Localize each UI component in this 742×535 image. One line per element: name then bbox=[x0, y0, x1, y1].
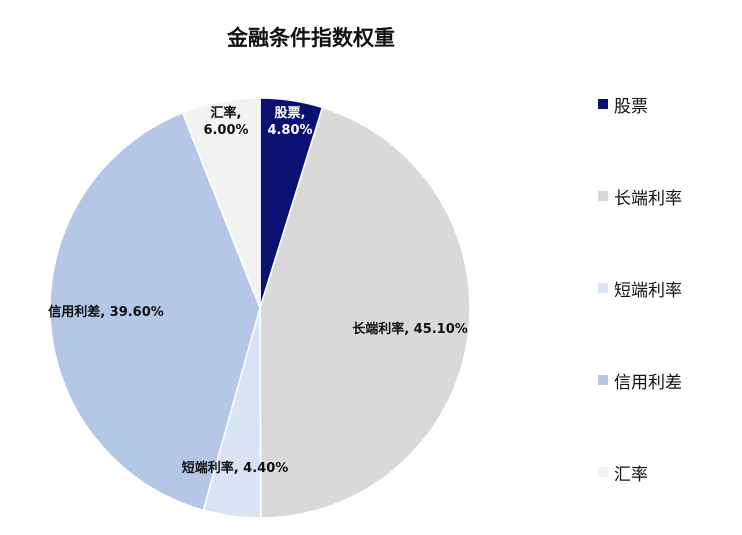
legend-label-fx: 汇率 bbox=[614, 464, 648, 485]
legend-swatch-long-rate bbox=[598, 191, 608, 201]
legend-item-fx: 汇率 bbox=[598, 460, 738, 485]
legend-swatch-fx bbox=[598, 467, 608, 477]
legend-label-credit-spread: 信用利差 bbox=[614, 372, 682, 393]
data-label-stocks: 股票, 4.80% bbox=[267, 105, 312, 138]
data-label-short-rate: 短端利率, 4.40% bbox=[182, 460, 289, 476]
data-label-credit-spread: 信用利差, 39.60% bbox=[48, 304, 164, 320]
legend-label-long-rate: 长端利率 bbox=[614, 188, 682, 209]
legend-label-short-rate: 短端利率 bbox=[614, 280, 682, 301]
pie-slice-fx bbox=[181, 97, 261, 309]
legend-label-stocks: 股票 bbox=[614, 96, 648, 117]
data-label-long-rate: 长端利率, 45.10% bbox=[352, 321, 468, 337]
legend-swatch-stocks bbox=[598, 99, 608, 109]
pie-slice-credit-spread bbox=[49, 111, 261, 512]
legend-swatch-credit-spread bbox=[598, 375, 608, 385]
chart-title: 金融条件指数权重 bbox=[227, 26, 395, 50]
legend-item-long-rate: 长端利率 bbox=[598, 184, 738, 209]
data-label-fx: 汇率, 6.00% bbox=[203, 105, 248, 138]
legend-item-short-rate: 短端利率 bbox=[598, 276, 738, 301]
legend-item-stocks: 股票 bbox=[598, 92, 738, 117]
pie-slice-long-rate bbox=[259, 106, 471, 519]
legend-item-credit-spread: 信用利差 bbox=[598, 368, 738, 393]
legend-swatch-short-rate bbox=[598, 283, 608, 293]
